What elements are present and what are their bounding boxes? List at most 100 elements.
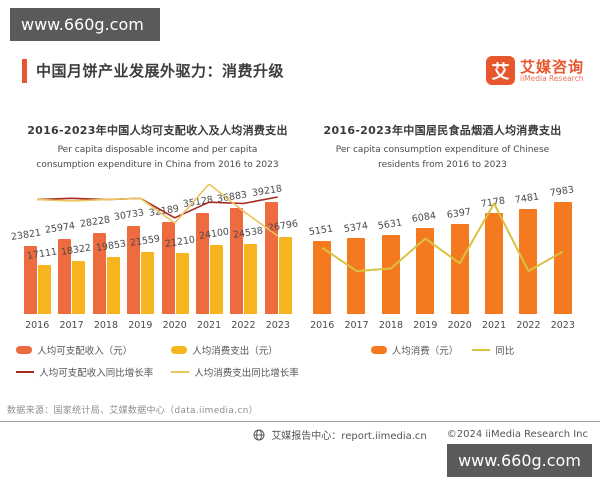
bar-value-label: 23821: [10, 226, 42, 243]
bar: [264, 201, 278, 314]
bar-group: 6397: [443, 184, 477, 314]
x-axis-label: 2022: [231, 319, 256, 331]
chart-panel-food-consumption: 2016-2023年中国居民食品烟酒人均消费支出 Per capita cons…: [305, 122, 580, 379]
bar: [519, 208, 538, 314]
legend-swatch: [171, 345, 188, 354]
chart-panel-income-expenditure: 2016-2023年中国人均可支配收入及人均消费支出 Per capita di…: [10, 122, 299, 379]
bar: [381, 234, 400, 314]
bar: [230, 208, 244, 314]
page-title: 中国月饼产业发展外驱力：消费升级: [36, 62, 285, 80]
data-source-note: 数据来源：国家统计局、艾媒数据中心（data.iimedia.cn）: [7, 406, 258, 416]
bar-group: 7983: [546, 184, 580, 314]
globe-icon: [253, 429, 265, 440]
x-axis-label: 2017: [344, 319, 369, 331]
legend-swatch: [171, 370, 190, 373]
x-axis: 2016 2017 2018 2019 2020 2021 2022 2023: [20, 320, 295, 331]
bar-value-label: 6084: [411, 210, 438, 226]
x-axis-label: 2023: [550, 319, 575, 331]
bar: [313, 241, 331, 314]
legend-item: 人均消费（元）: [370, 343, 459, 357]
bar-group: 36883 24538: [217, 184, 264, 314]
legend-swatch: [472, 348, 491, 351]
x-axis-label: 2019: [128, 319, 153, 331]
x-axis-label: 2020: [162, 319, 187, 331]
x-axis-label: 2018: [93, 319, 119, 331]
bar: [141, 252, 155, 314]
bar: [553, 201, 572, 314]
bar: [58, 239, 72, 314]
legend-label: 人均消费支出同比增长率: [194, 367, 299, 379]
legend-label: 人均消费支出（元）: [192, 345, 278, 357]
legend-item: 同比: [472, 343, 514, 357]
chart-subtitle: Per capita disposable income and per cap…: [36, 145, 279, 171]
bar: [106, 256, 120, 314]
legend-label: 人均消费（元）: [391, 345, 459, 357]
bar-group: 25974 18322: [45, 184, 92, 314]
bar-group: 39218 26796: [251, 183, 298, 314]
legend-item: 人均可支配收入（元）: [16, 343, 132, 357]
chart-subtitle: Per capita consumption expenditure of Ch…: [335, 145, 550, 171]
x-axis-label: 2017: [59, 319, 84, 331]
brand-name-cn: 艾媒咨询: [519, 57, 584, 76]
bar-group: 23821 17111: [10, 184, 58, 314]
bar-group: 32189 21210: [148, 184, 195, 314]
legend-swatch: [370, 345, 387, 354]
legend-item: 人均消费支出（元）: [171, 343, 278, 357]
bar: [416, 228, 435, 314]
header: 中国月饼产业发展外驱力：消费升级 艾 艾媒咨询 iiMedia Research: [22, 56, 584, 85]
chart-legend: 人均可支配收入（元） 人均消费支出（元） 人均可支配收入同比增长率 人均消费支出同比增…: [16, 343, 299, 379]
bar-value-label: 5631: [377, 216, 403, 232]
x-axis-label: 2022: [516, 319, 541, 331]
bar: [484, 212, 503, 314]
bar-group: 5631: [374, 184, 408, 314]
bar: [38, 264, 51, 314]
bar-group: 30733 21559: [113, 184, 161, 314]
watermark-top: www.660g.com: [10, 8, 160, 41]
bar: [244, 243, 258, 314]
legend-swatch: [16, 370, 35, 373]
brand-logo: 艾 艾媒咨询 iiMedia Research: [485, 56, 584, 85]
x-axis-label: 2020: [447, 319, 472, 331]
legend-item: 人均消费支出同比增长率: [171, 365, 299, 379]
x-axis-label: 2019: [413, 319, 438, 331]
bar: [450, 223, 469, 314]
bar-group: 6084: [408, 184, 442, 314]
x-axis-label: 2016: [25, 319, 50, 331]
bar: [278, 237, 292, 314]
x-axis-label: 2023: [265, 319, 290, 331]
bar: [209, 244, 223, 314]
bar: [195, 213, 209, 314]
copyright-text: ©2024 iiMedia Research Inc: [446, 429, 588, 440]
report-center-link: 艾媒报告中心：report.iimedia.cn: [271, 431, 427, 442]
chart-legend: 人均消费（元） 同比: [305, 343, 580, 357]
bar-group: 5151: [305, 184, 339, 314]
title-accent-bar: [22, 58, 27, 83]
bar-group: 7178: [477, 184, 511, 314]
watermark-bottom: www.660g.com: [447, 444, 592, 477]
x-axis-label: 2021: [481, 319, 507, 331]
bar-value-label: 7983: [548, 183, 575, 199]
x-axis-label: 2021: [196, 319, 222, 331]
x-axis-label: 2016: [310, 319, 335, 331]
bar-value-label: 7481: [514, 190, 541, 206]
bar-value-label: 5151: [308, 223, 334, 239]
bar-value-label: 5374: [342, 220, 369, 236]
footer-report-info: 艾媒报告中心：report.iimedia.cn ©2024 iiMedia R…: [253, 427, 588, 442]
charts-area: 2016-2023年中国人均可支配收入及人均消费支出 Per capita di…: [10, 122, 580, 379]
plot-area: 23821 17111 25974 18322 28228 19853 30733 21559…: [10, 183, 298, 314]
bar: [161, 221, 175, 314]
legend-label: 人均可支配收入（元）: [37, 345, 133, 357]
footer-divider: [0, 421, 600, 422]
legend-label: 人均可支配收入同比增长率: [39, 367, 154, 379]
plot-area: 5151 5374 5631 6084 6397 7178 7481 7983: [305, 184, 580, 314]
bar-value-label: 6397: [445, 206, 472, 221]
x-axis-label: 2018: [378, 319, 404, 331]
bar-value-label: 7178: [480, 195, 506, 210]
bar: [347, 238, 366, 314]
bar: [175, 253, 189, 314]
bar: [72, 261, 86, 314]
chart-title: 2016-2023年中国居民食品烟酒人均消费支出: [323, 124, 562, 137]
legend-item: 人均可支配收入同比增长率: [16, 365, 153, 379]
bar: [92, 232, 106, 314]
